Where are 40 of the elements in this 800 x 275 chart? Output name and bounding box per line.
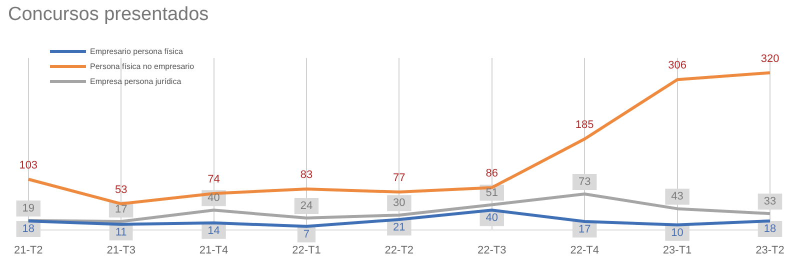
data-label: 17 [114,203,128,216]
data-label: 306 [668,60,686,72]
data-label: 320 [760,52,780,65]
data-label: 53 [114,184,128,196]
data-label: 83 [300,169,313,182]
data-label: 40 [486,212,498,224]
data-label: 86 [486,168,498,180]
data-label: 11 [115,226,127,238]
x-tick-label: 22-T4 [570,244,599,256]
x-tick-label: 22-T2 [384,244,414,256]
data-label: 7 [303,228,310,240]
x-tick-label: 21-T2 [14,244,43,256]
x-tick-label: 23-T1 [662,244,692,256]
data-label: 21 [393,222,406,234]
data-label: 14 [208,224,220,237]
data-label: 77 [393,172,406,184]
data-label: 43 [671,190,684,203]
x-tick-label: 21-T4 [199,244,228,256]
legend-label: Persona física no empresario [90,62,194,71]
chart-title: Concursos presentados [8,4,209,26]
x-tick-label: 22-T1 [292,244,321,256]
data-label: 103 [19,159,38,172]
data-label: 17 [578,223,591,236]
x-tick-label: 21-T3 [106,244,136,256]
data-label: 51 [486,186,498,199]
data-label: 185 [575,119,594,132]
x-tick-label: 22-T3 [478,244,506,256]
x-tick-label: 23-T2 [756,244,784,256]
legend-label: Empresario persona física [90,47,183,56]
data-label: 73 [578,176,591,188]
data-label: 30 [393,197,406,210]
data-label: 18 [764,222,776,235]
data-label: 19 [22,202,34,215]
legend-label: Empresa persona jurídica [90,77,182,86]
data-label: 18 [22,222,34,235]
data-label: 33 [764,196,776,208]
data-label: 10 [671,226,684,239]
data-label: 40 [208,192,220,204]
data-label: 74 [208,174,220,186]
data-label: 24 [300,200,313,212]
